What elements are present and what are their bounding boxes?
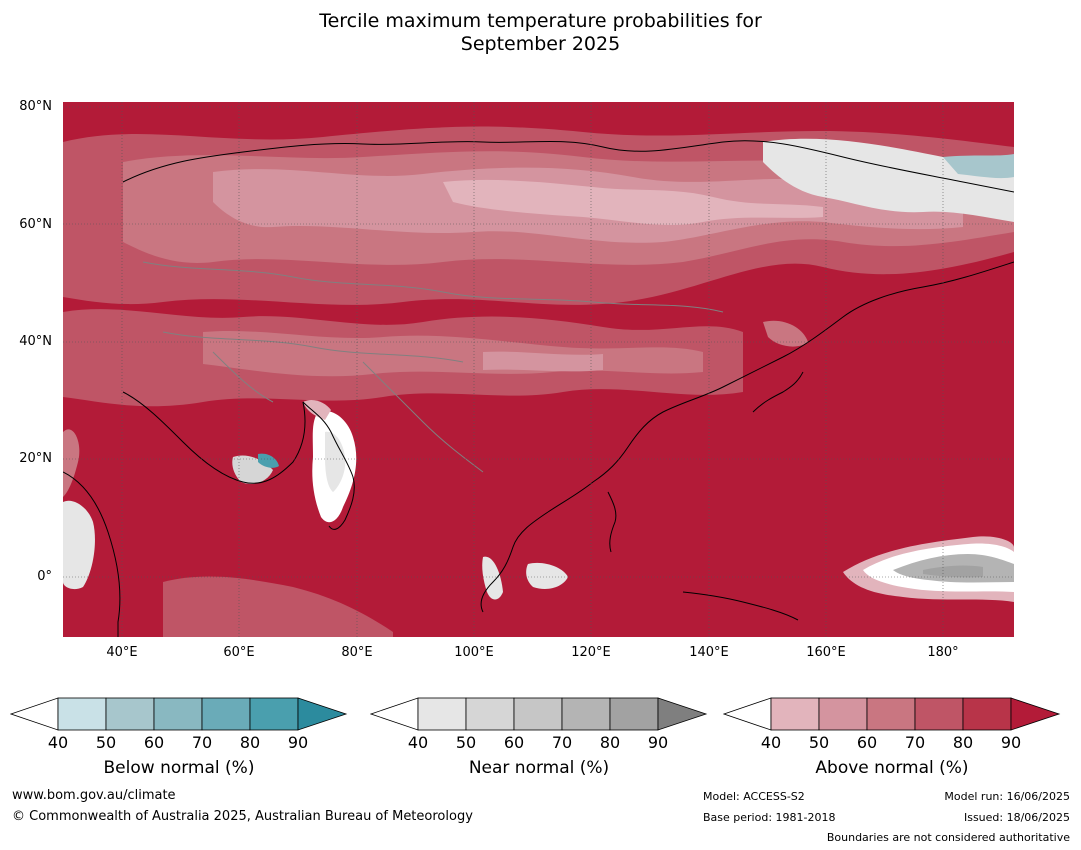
coastline-india <box>302 401 355 530</box>
colorbar-segment <box>513 697 563 731</box>
lon-label-140e: 140°E <box>689 645 729 660</box>
tick-label: 60 <box>143 733 165 752</box>
coastline-philippines <box>607 491 617 553</box>
colorbar-segment <box>153 697 203 731</box>
coastline-arctic <box>122 140 1014 193</box>
region-siberia-above-40 <box>443 179 823 226</box>
model-run-text: Model run: 16/06/2025 <box>944 790 1070 803</box>
tick-label: 40 <box>47 733 69 752</box>
tick-label: 90 <box>1000 733 1022 752</box>
region-africa-near-normal <box>63 500 95 590</box>
coastline-southeast-asia <box>480 511 549 613</box>
lon-label-80e: 80°E <box>341 645 373 660</box>
colorbar-below-label: Below normal (%) <box>103 758 255 778</box>
graticule <box>63 102 1014 637</box>
colorbar-extend-high <box>657 697 708 731</box>
coastline-new-guinea <box>682 591 799 621</box>
tick-label: 60 <box>503 733 525 752</box>
chart-title-line1: Tercile maximum temperature probabilitie… <box>319 10 762 32</box>
lat-label-20n: 20°N <box>19 451 52 466</box>
tick-label: 70 <box>191 733 213 752</box>
tick-label: 90 <box>647 733 669 752</box>
tick-label: 50 <box>808 733 830 752</box>
website-text: www.bom.gov.au/climate <box>12 788 176 803</box>
tick-label: 50 <box>455 733 477 752</box>
lat-label-80n: 80°N <box>19 99 52 114</box>
colorbar-segment <box>866 697 916 731</box>
colorbar-segment <box>105 697 155 731</box>
region-india-edge-above-40 <box>303 399 331 420</box>
tick-label: 70 <box>551 733 573 752</box>
tick-label: 70 <box>904 733 926 752</box>
model-text: Model: ACCESS-S2 <box>703 790 805 803</box>
coastline-japan <box>752 371 804 413</box>
colorbar-segment <box>818 697 868 731</box>
colorbar-segment <box>249 697 299 731</box>
region-borneo-near-normal <box>526 562 568 589</box>
coastlines <box>63 140 1014 637</box>
base-period-text: Base period: 1981-2018 <box>703 811 836 824</box>
lat-label-60n: 60°N <box>19 217 52 232</box>
colorbar-segment <box>914 697 964 731</box>
copyright-text: © Commonwealth of Australia 2025, Austra… <box>12 809 473 824</box>
probability-map <box>63 102 1014 637</box>
colorbar-segment <box>770 697 820 731</box>
region-mongolia-above-50 <box>483 351 603 372</box>
region-arctic-below-normal <box>943 154 1014 179</box>
colorbar-near-label: Near normal (%) <box>468 758 610 778</box>
colorbar-segment <box>561 697 611 731</box>
colorbar-extend-high <box>297 697 348 731</box>
colorbar-segment <box>201 697 251 731</box>
tick-label: 90 <box>287 733 309 752</box>
region-india-near-normal-50 <box>325 431 346 492</box>
region-indian-ocean-above-60 <box>163 576 393 637</box>
tick-label: 80 <box>599 733 621 752</box>
colorbar-above-label: Above normal (%) <box>815 758 969 778</box>
tick-label: 80 <box>239 733 261 752</box>
chart-title-line2: September 2025 <box>460 33 621 55</box>
lon-label-100e: 100°E <box>454 645 494 660</box>
region-africa-above-60 <box>63 429 80 497</box>
colorbar-extend-low <box>723 697 772 731</box>
region-nw-pacific-above-70 <box>763 320 808 347</box>
colorbar-near <box>370 697 708 731</box>
lat-label-40n: 40°N <box>19 334 52 349</box>
coastline-arabia <box>122 391 306 484</box>
disclaimer-text: Boundaries are not considered authoritat… <box>826 831 1070 844</box>
colorbar-extend-high <box>1010 697 1061 731</box>
tick-label: 40 <box>407 733 429 752</box>
colorbar-segment <box>465 697 515 731</box>
lon-label-180: 180° <box>927 645 959 660</box>
colorbar-extend-low <box>370 697 419 731</box>
political-boundaries <box>142 261 724 473</box>
coastline-africa <box>63 471 121 637</box>
colorbar-segment <box>609 697 659 731</box>
colorbar-segment <box>417 697 467 731</box>
colorbar-extend-low <box>10 697 59 731</box>
colorbar-segment <box>962 697 1012 731</box>
tick-label: 50 <box>95 733 117 752</box>
colorbar-below <box>10 697 348 731</box>
issued-text: Issued: 18/06/2025 <box>963 811 1070 824</box>
region-pacific-near-normal-80 <box>923 565 983 578</box>
region-arabian-sea-below-normal <box>258 453 279 468</box>
colorbar-above <box>723 697 1061 731</box>
coastline-pacific-russia <box>782 261 1014 358</box>
lat-label-0: 0° <box>37 569 52 584</box>
colorbar-segment <box>57 697 107 731</box>
tick-label: 60 <box>856 733 878 752</box>
lon-label-120e: 120°E <box>571 645 611 660</box>
lon-label-40e: 40°E <box>106 645 138 660</box>
tick-label: 80 <box>952 733 974 752</box>
lon-label-160e: 160°E <box>806 645 846 660</box>
lon-label-60e: 60°E <box>223 645 255 660</box>
tick-label: 40 <box>760 733 782 752</box>
